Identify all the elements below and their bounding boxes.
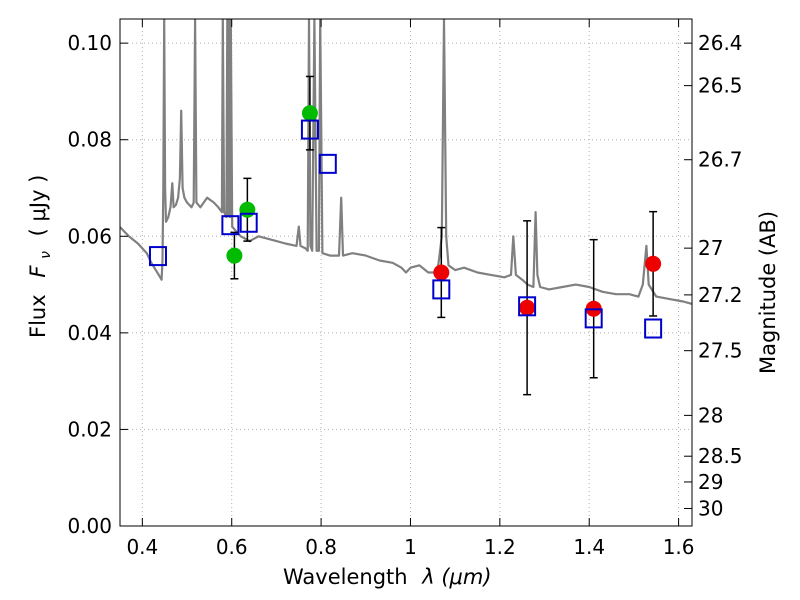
observed-nir-point [645,255,662,272]
y2-axis-label: Magnitude (AB) [756,211,780,374]
y-tick-label: 0.00 [67,514,112,538]
model-photometry-point [148,246,167,267]
y2-tick-label: 26.5 [698,74,743,98]
x-tick-label: 0.4 [126,535,158,559]
y-tick-label: 0.02 [67,417,112,441]
model-points [148,119,663,339]
y2-tick-label: 27 [698,236,723,260]
y2-tick-label: 28 [698,403,723,427]
model-photometry-point [239,212,258,233]
model-photometry-point [584,308,603,329]
y-tick-label: 0.10 [67,31,112,55]
x-tick-label: 1.2 [484,535,516,559]
model-photometry-point [300,119,319,140]
x-axis-label: Wavelength λ (μm) [283,565,492,589]
y-tick-label: 0.04 [67,321,112,345]
x-tick-label: 1 [404,535,417,559]
y2-tick-label: 27.2 [698,283,743,307]
model-photometry-point [644,318,663,339]
x-tick-label: 1.6 [663,535,695,559]
y2-tick-label: 26.7 [698,148,743,172]
model-photometry-point [318,153,337,174]
y2-tick-label: 29 [698,470,723,494]
y2-tick-label: 27.5 [698,339,743,363]
observed-nir-point [433,264,450,281]
template-spectrum-line [120,19,692,305]
model-photometry-point [432,279,451,300]
plot-area [120,19,692,396]
x-tick-label: 0.6 [216,535,248,559]
tick-labels: 0.4 0.6 0.8 1 1.2 1.4 1.6 0.00 0.02 0.04 0.06 0.08 0… [67,31,742,559]
x-tick-label: 0.8 [305,535,337,559]
model-photometry-point [221,215,240,236]
y2-tick-label: 30 [698,496,723,520]
plot-frame [119,18,693,527]
observed-optical-point [226,247,243,264]
axis-ticks [120,19,692,527]
y2-tick-label: 28.5 [698,444,743,468]
y2-tick-label: 26.4 [698,31,743,55]
model-photometry-point [518,296,537,317]
observed-nir-point [519,299,536,316]
y-tick-label: 0.08 [67,128,112,152]
x-tick-label: 1.4 [573,535,605,559]
observed-points [226,105,662,317]
observed-optical-point [239,201,256,218]
y-tick-label: 0.06 [67,224,112,248]
observed-optical-point [301,105,318,122]
y-axis-label: Flux F ν ( μJy ) [26,175,55,338]
